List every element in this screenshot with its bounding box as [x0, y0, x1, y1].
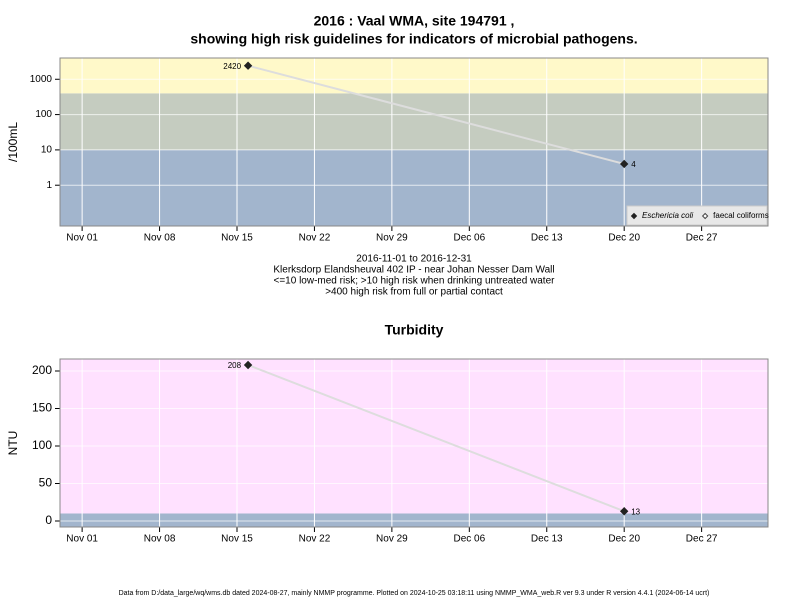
y-tick-label: 100: [32, 438, 52, 452]
x-tick-label: Nov 29: [376, 534, 408, 545]
y-tick-label: 50: [39, 476, 53, 490]
legend-box: [626, 205, 768, 226]
series-line: [247, 64, 625, 165]
annotation: 2016-11-01 to 2016-12-31: [356, 254, 472, 265]
x-tick-label: Dec 20: [608, 534, 640, 545]
y-axis-label: NTU: [6, 431, 20, 456]
data-point: [619, 159, 629, 169]
risk-band: [60, 93, 768, 150]
legend-marker: [701, 212, 709, 220]
series-line: [247, 364, 625, 513]
y-tick-label: 1: [46, 180, 52, 191]
x-tick-label: Dec 27: [686, 233, 718, 244]
x-tick-label: Dec 06: [453, 534, 485, 545]
x-tick-label: Nov 22: [299, 534, 331, 545]
footer: Data from D:/data_large/wq/wms.db dated …: [119, 590, 710, 597]
x-tick-label: Nov 15: [221, 233, 253, 244]
y-axis-label: /100mL: [6, 122, 20, 162]
y-tick-label: 10: [41, 145, 53, 156]
y-tick-label: 0: [45, 513, 52, 527]
legend-label: Eschericia coli: [642, 211, 693, 220]
x-tick-label: Dec 13: [531, 534, 563, 545]
x-tick-label: Nov 01: [66, 534, 98, 545]
chart-title: Turbidity: [385, 322, 444, 338]
plot-frame: [59, 358, 769, 528]
x-tick-label: Dec 20: [608, 233, 640, 244]
data-point: [243, 61, 253, 70]
x-tick-label: Nov 22: [299, 233, 331, 244]
plot-frame: [59, 57, 769, 227]
data-label: 13: [631, 507, 640, 516]
annotation: >400 high risk from full or partial cont…: [325, 287, 503, 298]
data-label: 208: [228, 361, 242, 370]
x-tick-label: Nov 08: [144, 233, 176, 244]
y-tick-label: 1000: [30, 74, 53, 85]
y-tick-label: 100: [35, 109, 52, 120]
risk-band: [60, 58, 768, 94]
x-tick-label: Dec 13: [531, 233, 563, 244]
chart-subtitle: showing high risk guidelines for indicat…: [190, 31, 637, 47]
annotation: Klerksdorp Elandsheuval 402 IP - near Jo…: [273, 265, 554, 276]
data-point: [619, 507, 629, 516]
x-tick-label: Nov 29: [376, 233, 408, 244]
legend-label: faecal coliforms: [713, 211, 769, 220]
data-label: 4: [631, 160, 636, 169]
chart-title: 2016 : Vaal WMA, site 194791 ,: [314, 13, 515, 29]
x-tick-label: Nov 08: [144, 534, 176, 545]
annotation: <=10 low-med risk; >10 high risk when dr…: [274, 276, 556, 287]
x-tick-label: Dec 27: [686, 534, 718, 545]
x-tick-label: Nov 15: [221, 534, 253, 545]
x-tick-label: Nov 01: [66, 233, 98, 244]
data-label: 2420: [223, 62, 241, 71]
x-tick-label: Dec 06: [453, 233, 485, 244]
legend-marker: [630, 212, 638, 220]
risk-band: [60, 359, 768, 514]
data-point: [243, 360, 253, 370]
risk-band: [60, 513, 768, 527]
y-tick-label: 150: [32, 401, 52, 415]
y-tick-label: 200: [32, 363, 52, 377]
